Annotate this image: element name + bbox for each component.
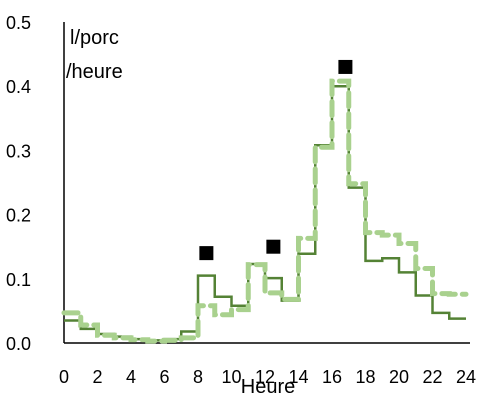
y-tick-label: 0.1 [6,270,31,290]
x-tick-label: 6 [159,367,169,387]
x-tick-label: 22 [422,367,442,387]
x-tick-label: 0 [59,367,69,387]
y-axis-label-line-2: /heure [66,61,123,83]
x-tick-label: 2 [92,367,102,387]
dashed-step-series [61,78,469,344]
y-tick-label: 0.5 [6,13,31,33]
x-tick-label: 4 [126,367,136,387]
x-tick-label: 24 [456,367,476,387]
marker-point [338,59,353,74]
x-tick-label: 18 [355,367,375,387]
x-tick-label: 10 [221,367,241,387]
y-tick-label: 0.4 [6,77,31,97]
x-tick-label: 16 [322,367,342,387]
x-tick-label: 8 [193,367,203,387]
solid-step-series [64,84,466,342]
marker-point [199,246,214,261]
y-axis-label-line-1: l/porc [70,27,119,49]
x-axis-label: Heure [241,376,295,394]
x-tick-label: 20 [389,367,409,387]
series-layer [61,59,469,344]
x-tick-labels: 0 2 4 6 8 10 12 14 16 18 20 22 24 [59,367,476,387]
x-tick-label: 12 [255,367,275,387]
y-tick-label: 0.3 [6,141,31,161]
y-tick-label: 0.2 [6,206,31,226]
marker-point [266,239,281,254]
y-tick-labels: 0.0 0.1 0.2 0.3 0.4 0.5 [6,13,31,354]
x-tick-label: 14 [288,367,308,387]
y-tick-label: 0.0 [6,334,31,354]
